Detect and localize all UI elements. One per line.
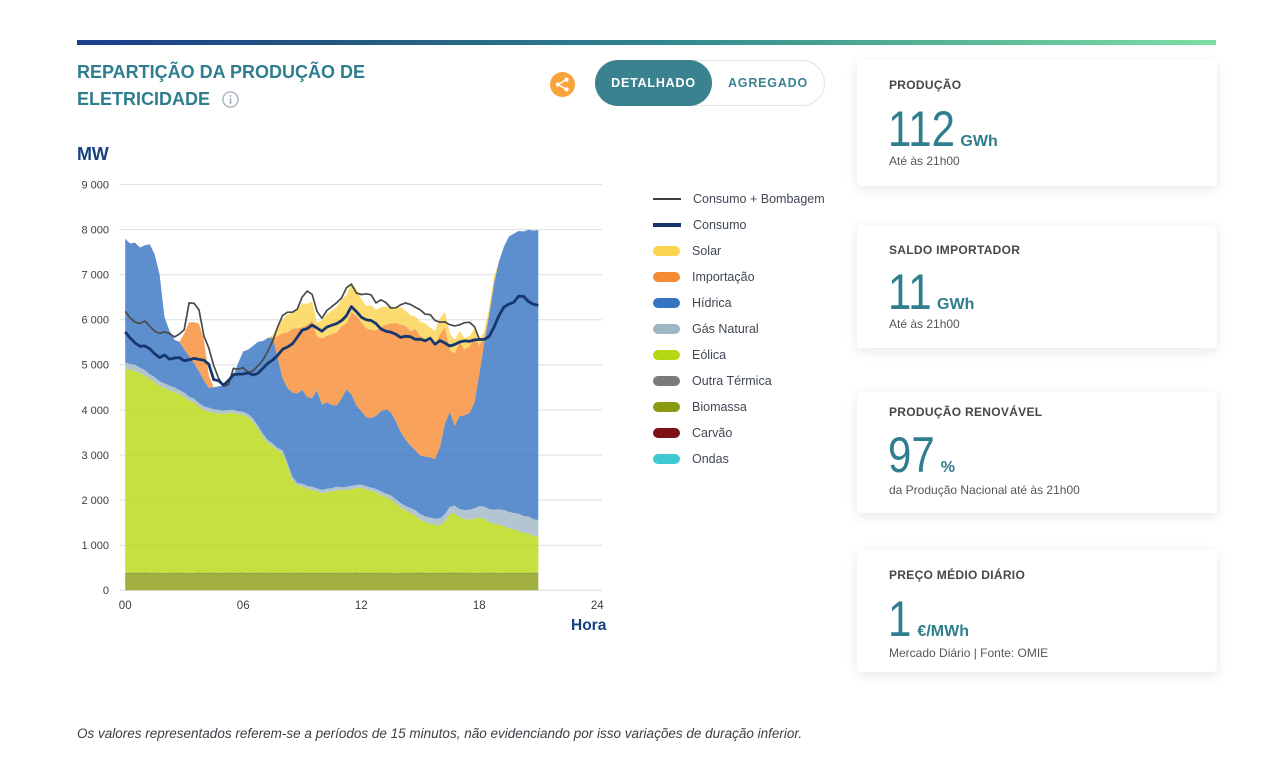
svg-text:18: 18 <box>473 600 486 612</box>
svg-text:00: 00 <box>119 600 132 612</box>
svg-text:5 000: 5 000 <box>81 360 109 372</box>
svg-text:7 000: 7 000 <box>81 270 109 282</box>
svg-text:6 000: 6 000 <box>81 315 109 327</box>
svg-text:4 000: 4 000 <box>81 405 109 417</box>
svg-text:12: 12 <box>355 600 368 612</box>
svg-text:8 000: 8 000 <box>81 224 109 236</box>
svg-text:24: 24 <box>591 600 604 612</box>
svg-text:1 000: 1 000 <box>81 540 109 552</box>
svg-text:2 000: 2 000 <box>81 495 109 507</box>
svg-text:9 000: 9 000 <box>81 179 109 191</box>
svg-text:3 000: 3 000 <box>81 450 109 462</box>
svg-text:0: 0 <box>103 585 109 597</box>
svg-text:06: 06 <box>237 600 250 612</box>
